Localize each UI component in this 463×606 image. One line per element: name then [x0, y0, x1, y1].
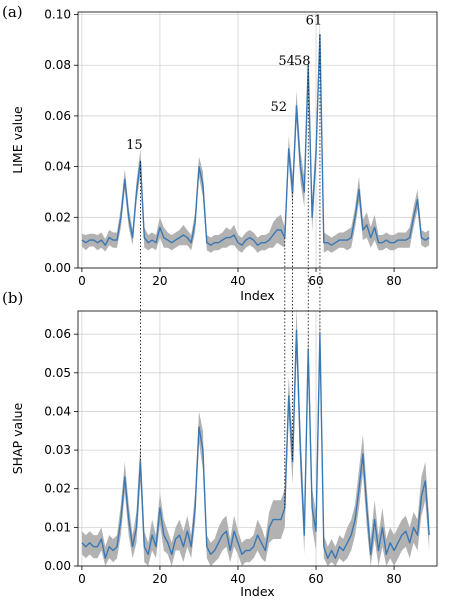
lime-yticks: 0.00 0.02 0.04 0.06 0.08 0.10 — [44, 8, 78, 275]
lime-xtick-label: 0 — [78, 274, 86, 288]
shap-ytick-label: 0.00 — [44, 559, 71, 573]
shap-xtick-label: 0 — [78, 572, 86, 586]
lime-xtick-label: 20 — [152, 274, 167, 288]
peak-label-61: 61 — [306, 14, 323, 29]
shap-x-axis-label: Index — [240, 584, 274, 599]
shap-y-axis-label: SHAP value — [10, 402, 25, 474]
lime-ytick-label: 0.08 — [44, 58, 71, 72]
shap-panel: (b) 0.00 0.01 0.02 0.03 0.04 0.05 0.06 0 20 40 60… — [2, 289, 438, 599]
peak-label-15: 15 — [126, 138, 143, 153]
lime-panel: (a) 0.00 0.02 0.04 0.06 0.08 0.10 0 20 40 60 80 1… — [2, 3, 438, 303]
lime-ytick-label: 0.04 — [44, 160, 71, 174]
shap-ytick-label: 0.05 — [44, 366, 71, 380]
shap-xticks: 0 20 40 60 80 — [78, 566, 402, 586]
lime-y-axis-label: LIME value — [10, 106, 25, 174]
shap-yticks: 0.00 0.01 0.02 0.03 0.04 0.05 0.06 — [44, 327, 78, 573]
peak-label-58: 58 — [294, 54, 311, 69]
shap-mean-line — [81, 329, 430, 559]
shap-xtick-label: 80 — [386, 572, 401, 586]
lime-xtick-label: 40 — [230, 274, 245, 288]
lime-series — [81, 34, 430, 246]
shap-ytick-label: 0.04 — [44, 404, 71, 418]
shap-series — [81, 329, 430, 559]
shap-ytick-label: 0.02 — [44, 482, 71, 496]
lime-ytick-label: 0.06 — [44, 109, 71, 123]
lime-ytick-label: 0.02 — [44, 210, 71, 224]
shap-band — [81, 307, 430, 566]
shap-ytick-label: 0.06 — [44, 327, 71, 341]
shap-plot-frame — [77, 310, 438, 567]
panel-b-label: (b) — [2, 289, 23, 307]
lime-mean-line — [81, 34, 430, 246]
panel-a-label: (a) — [2, 3, 23, 21]
shap-uncertainty-band — [81, 307, 430, 566]
lime-xticks: 0 20 40 60 80 — [78, 268, 402, 288]
shap-ytick-label: 0.03 — [44, 443, 71, 457]
shap-xtick-label: 60 — [308, 572, 323, 586]
lime-ytick-label: 0.10 — [44, 8, 71, 22]
shap-xtick-label: 40 — [230, 572, 245, 586]
lime-xtick-label: 60 — [308, 274, 323, 288]
shap-xtick-label: 20 — [152, 572, 167, 586]
lime-ytick-label: 0.00 — [44, 261, 71, 275]
peak-label-52: 52 — [271, 100, 288, 115]
shap-ytick-label: 0.01 — [44, 520, 71, 534]
peak-label-54: 54 — [278, 54, 295, 69]
peak-connector-lines — [140, 34, 321, 509]
lime-x-axis-label: Index — [240, 288, 274, 303]
lime-plot-frame — [77, 11, 438, 269]
lime-xtick-label: 80 — [386, 274, 401, 288]
lime-peak-labels: 15 52 54 58 61 — [126, 14, 322, 153]
